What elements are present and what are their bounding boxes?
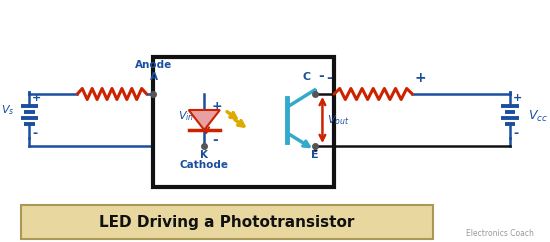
Text: E: E <box>311 150 318 160</box>
FancyBboxPatch shape <box>21 205 433 239</box>
Text: $V_s$: $V_s$ <box>1 103 15 117</box>
Text: $V_{in}$: $V_{in}$ <box>178 109 194 123</box>
Polygon shape <box>189 110 220 130</box>
Text: C: C <box>302 72 311 82</box>
Text: -: - <box>318 69 324 83</box>
Text: $V_{cc}$: $V_{cc}$ <box>527 108 548 124</box>
Text: K: K <box>200 150 208 160</box>
Text: LED Driving a Phototransistor: LED Driving a Phototransistor <box>99 214 354 229</box>
Text: $V_{out}$: $V_{out}$ <box>327 113 350 127</box>
Text: Cathode: Cathode <box>180 160 229 170</box>
Text: -: - <box>32 128 37 141</box>
Text: +: + <box>32 93 42 103</box>
Text: +: + <box>513 93 522 103</box>
Text: A: A <box>150 72 157 82</box>
Text: -: - <box>326 71 332 85</box>
Text: +: + <box>212 99 223 113</box>
Text: -: - <box>212 133 218 147</box>
Bar <box>153 57 334 187</box>
Text: +: + <box>414 71 426 85</box>
Text: Anode: Anode <box>135 60 172 70</box>
Text: -: - <box>513 128 518 141</box>
Text: Electronics Coach: Electronics Coach <box>466 229 535 238</box>
